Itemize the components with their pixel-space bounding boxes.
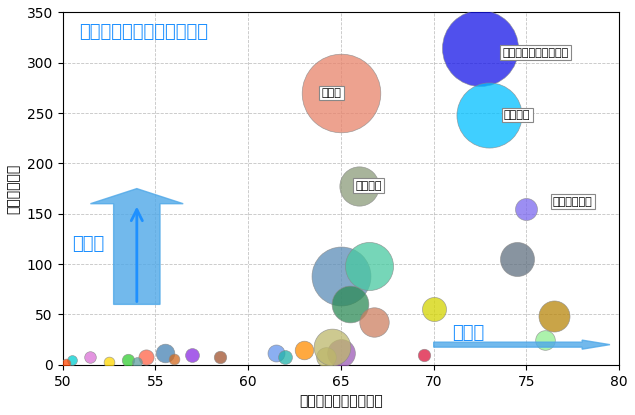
X-axis label: パテントスコア最高値: パテントスコア最高値 xyxy=(299,394,383,408)
Point xyxy=(336,90,346,96)
Point xyxy=(345,301,355,308)
Point xyxy=(512,256,522,262)
Point xyxy=(540,336,550,343)
Point xyxy=(475,44,485,51)
Text: 個別力: 個別力 xyxy=(452,324,485,342)
Y-axis label: 権利者スコア: 権利者スコア xyxy=(7,164,21,214)
Point xyxy=(169,355,179,362)
Point xyxy=(419,352,429,358)
Point xyxy=(159,349,170,356)
Point xyxy=(369,319,379,326)
Point xyxy=(187,352,197,358)
Text: 王子ホールディングス: 王子ホールディングス xyxy=(503,48,569,58)
Text: ケミプロ化成: ケミプロ化成 xyxy=(553,197,592,207)
Text: 総合力: 総合力 xyxy=(72,235,104,253)
Point xyxy=(61,359,71,366)
Point xyxy=(354,182,364,189)
Point xyxy=(326,343,337,350)
Point xyxy=(123,356,133,363)
Point xyxy=(364,263,374,269)
Text: 円の大きさ：有効特許件数: 円の大きさ：有効特許件数 xyxy=(79,23,208,41)
Point xyxy=(521,205,531,212)
Point xyxy=(131,359,142,365)
Point xyxy=(485,112,495,118)
Point xyxy=(280,354,290,360)
Point xyxy=(67,356,77,363)
FancyArrow shape xyxy=(434,340,610,349)
Text: リコー: リコー xyxy=(322,88,342,98)
Point xyxy=(336,349,346,356)
Point xyxy=(549,313,559,320)
Point xyxy=(429,306,439,313)
Point xyxy=(298,347,309,353)
Text: 日本製紙: 日本製紙 xyxy=(504,110,530,120)
Point xyxy=(271,349,281,356)
Point xyxy=(141,354,151,360)
Point xyxy=(85,354,95,360)
FancyArrow shape xyxy=(90,188,184,304)
Point xyxy=(321,354,331,360)
Point xyxy=(104,359,114,365)
Point xyxy=(336,273,346,280)
Point xyxy=(215,354,225,360)
Text: 日本曹達: 日本曹達 xyxy=(356,181,382,190)
